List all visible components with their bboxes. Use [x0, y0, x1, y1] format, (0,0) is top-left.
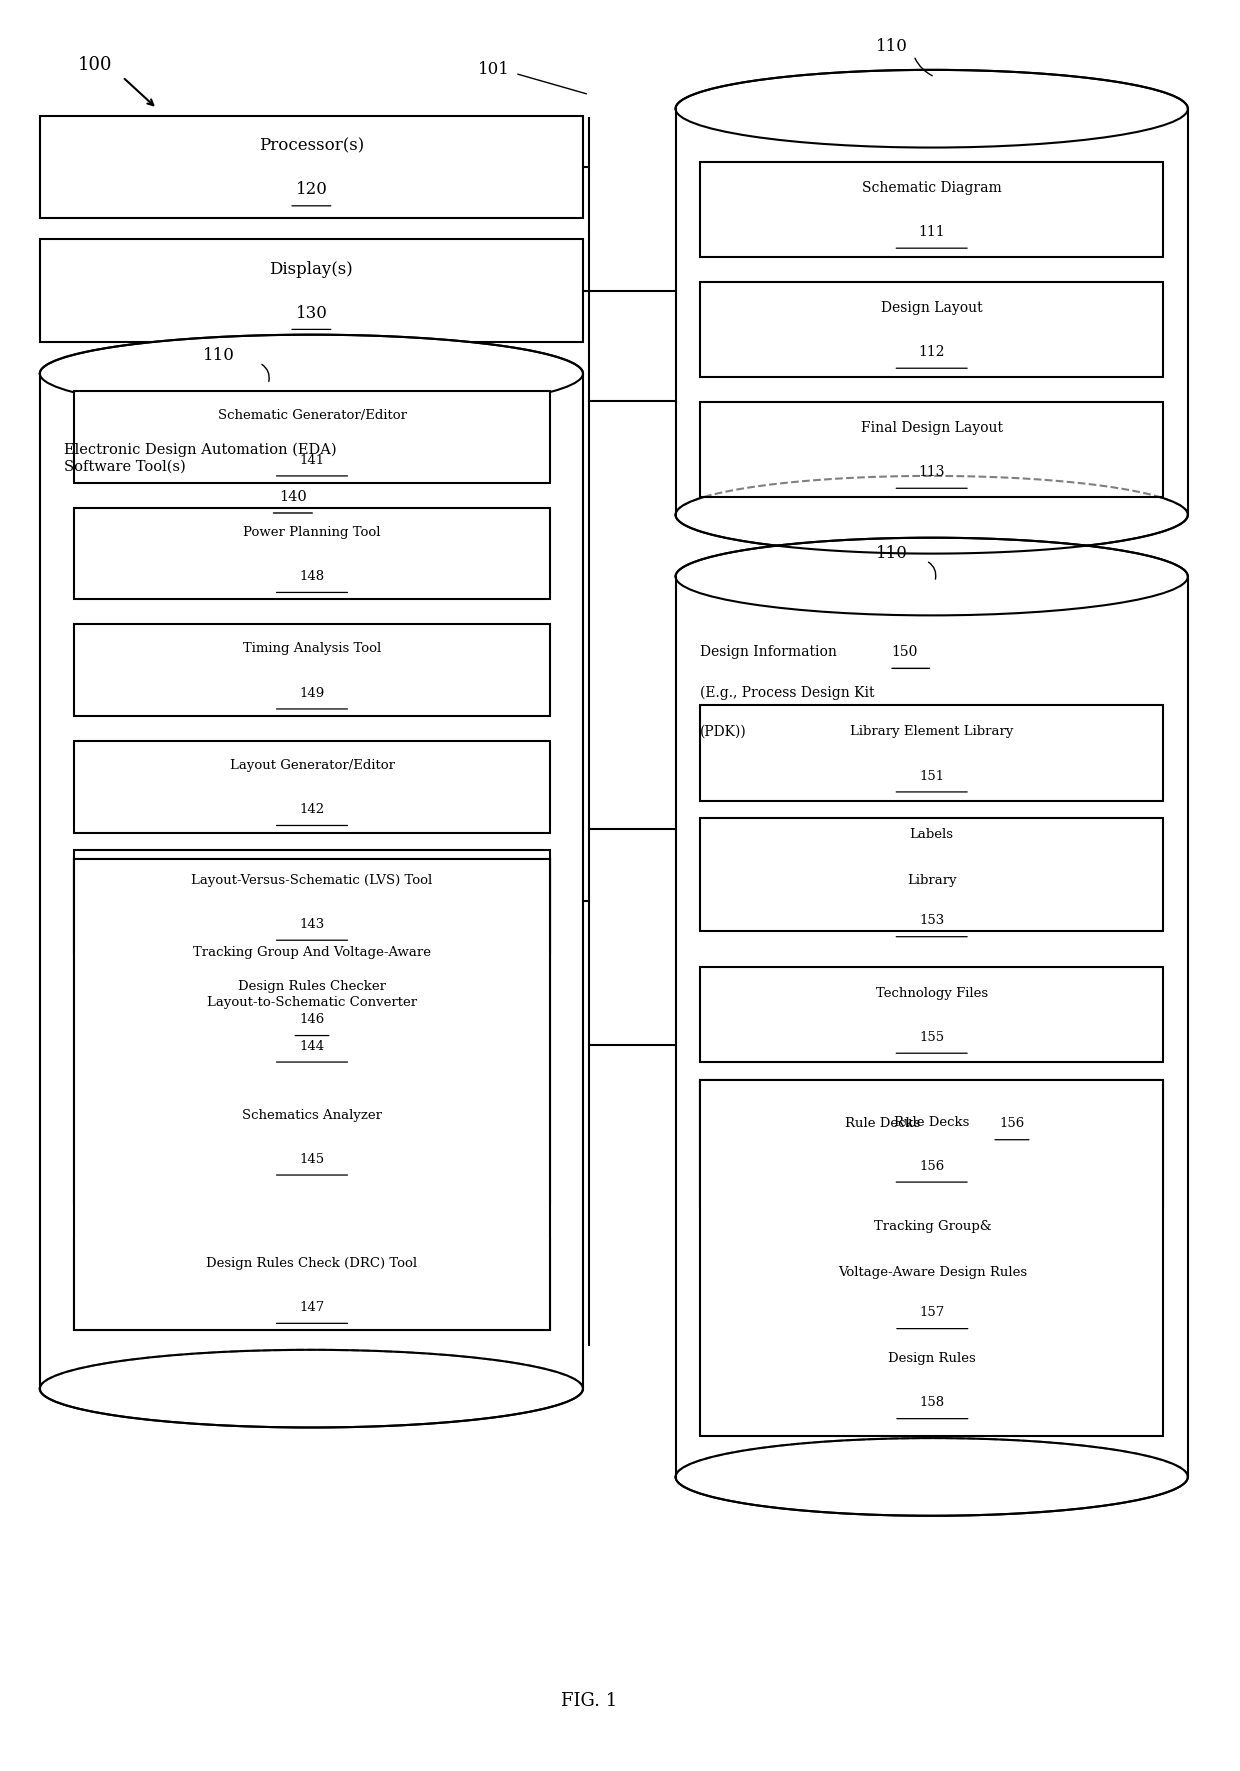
- FancyBboxPatch shape: [723, 1334, 1142, 1426]
- Text: 156: 156: [919, 1160, 945, 1172]
- Text: 100: 100: [78, 55, 113, 74]
- Text: Design Rules Check (DRC) Tool: Design Rules Check (DRC) Tool: [206, 1257, 418, 1270]
- FancyBboxPatch shape: [40, 239, 583, 342]
- Text: 156: 156: [999, 1118, 1024, 1130]
- Text: Final Design Layout: Final Design Layout: [861, 421, 1003, 436]
- FancyBboxPatch shape: [99, 978, 525, 1070]
- FancyBboxPatch shape: [74, 1238, 549, 1330]
- Text: 147: 147: [299, 1302, 325, 1314]
- Text: 146: 146: [299, 1013, 325, 1025]
- Ellipse shape: [676, 538, 1188, 615]
- Polygon shape: [676, 577, 1188, 1477]
- Text: 120: 120: [295, 181, 327, 198]
- FancyBboxPatch shape: [74, 859, 549, 1203]
- FancyBboxPatch shape: [701, 818, 1163, 932]
- Text: Design Rules: Design Rules: [888, 1351, 976, 1365]
- Text: 155: 155: [919, 1031, 944, 1043]
- Text: Library Element Library: Library Element Library: [849, 726, 1013, 739]
- FancyBboxPatch shape: [701, 402, 1163, 498]
- FancyBboxPatch shape: [74, 740, 549, 832]
- Ellipse shape: [676, 1438, 1188, 1516]
- Polygon shape: [676, 108, 1188, 515]
- Ellipse shape: [676, 69, 1188, 147]
- FancyBboxPatch shape: [701, 705, 1163, 800]
- Text: Technology Files: Technology Files: [875, 986, 988, 999]
- Text: Tracking Group And Voltage-Aware: Tracking Group And Voltage-Aware: [193, 946, 432, 960]
- FancyBboxPatch shape: [701, 161, 1163, 257]
- FancyBboxPatch shape: [40, 115, 583, 218]
- Text: Layout-to-Schematic Converter: Layout-to-Schematic Converter: [207, 995, 417, 1008]
- Text: Schematics Analyzer: Schematics Analyzer: [242, 1109, 382, 1121]
- Text: 153: 153: [919, 914, 945, 928]
- FancyBboxPatch shape: [701, 282, 1163, 377]
- Text: 145: 145: [299, 1153, 325, 1165]
- Text: Schematic Diagram: Schematic Diagram: [862, 181, 1002, 195]
- Text: Tracking Group&: Tracking Group&: [873, 1220, 991, 1233]
- Text: 130: 130: [295, 305, 327, 322]
- Text: 151: 151: [919, 770, 944, 783]
- Text: 110: 110: [875, 545, 908, 561]
- Text: Timing Analysis Tool: Timing Analysis Tool: [243, 643, 381, 655]
- Text: 158: 158: [920, 1396, 945, 1410]
- Text: Library: Library: [906, 873, 956, 887]
- FancyBboxPatch shape: [723, 1220, 1142, 1312]
- FancyBboxPatch shape: [99, 1091, 525, 1181]
- Text: 113: 113: [919, 466, 945, 480]
- FancyBboxPatch shape: [74, 508, 549, 600]
- Text: Labels: Labels: [910, 827, 954, 841]
- Text: 149: 149: [299, 687, 325, 700]
- FancyBboxPatch shape: [701, 967, 1163, 1063]
- FancyBboxPatch shape: [74, 623, 549, 715]
- Text: Electronic Design Automation (EDA)
Software Tool(s): Electronic Design Automation (EDA) Softw…: [64, 443, 337, 473]
- Text: 110: 110: [875, 39, 908, 55]
- Text: Power Planning Tool: Power Planning Tool: [243, 526, 381, 538]
- Text: Layout Generator/Editor: Layout Generator/Editor: [229, 760, 394, 772]
- Text: 144: 144: [299, 1040, 325, 1052]
- Text: 140: 140: [279, 491, 306, 505]
- Ellipse shape: [40, 1350, 583, 1427]
- Text: 148: 148: [299, 570, 325, 583]
- Text: (PDK)): (PDK)): [701, 724, 746, 739]
- Text: 150: 150: [892, 645, 918, 659]
- Text: 101: 101: [479, 62, 510, 78]
- FancyBboxPatch shape: [701, 1080, 1163, 1436]
- Text: 157: 157: [920, 1307, 945, 1319]
- FancyBboxPatch shape: [74, 850, 549, 953]
- Text: 142: 142: [299, 802, 325, 816]
- Polygon shape: [40, 374, 583, 1388]
- FancyBboxPatch shape: [74, 391, 549, 483]
- Text: (E.g., Process Design Kit: (E.g., Process Design Kit: [701, 685, 874, 700]
- Text: Rule Decks: Rule Decks: [894, 1116, 970, 1128]
- FancyBboxPatch shape: [74, 859, 549, 1330]
- Text: Design Rules Checker: Design Rules Checker: [238, 979, 386, 992]
- FancyBboxPatch shape: [701, 1080, 1163, 1206]
- Text: Schematic Generator/Editor: Schematic Generator/Editor: [217, 409, 407, 423]
- Text: Design Information: Design Information: [701, 645, 842, 659]
- Text: 110: 110: [203, 347, 234, 365]
- Text: Processor(s): Processor(s): [259, 138, 365, 154]
- Text: FIG. 1: FIG. 1: [560, 1691, 618, 1711]
- Text: Rule Decks: Rule Decks: [844, 1118, 920, 1130]
- Text: Display(s): Display(s): [269, 260, 353, 278]
- Text: 141: 141: [299, 453, 325, 466]
- Text: Voltage-Aware Design Rules: Voltage-Aware Design Rules: [838, 1266, 1027, 1279]
- Text: Design Layout: Design Layout: [880, 301, 982, 315]
- Ellipse shape: [40, 335, 583, 413]
- Text: Layout-Versus-Schematic (LVS) Tool: Layout-Versus-Schematic (LVS) Tool: [191, 873, 433, 887]
- Text: 143: 143: [299, 917, 325, 932]
- Text: 112: 112: [919, 345, 945, 360]
- Ellipse shape: [676, 476, 1188, 554]
- Text: 111: 111: [919, 225, 945, 239]
